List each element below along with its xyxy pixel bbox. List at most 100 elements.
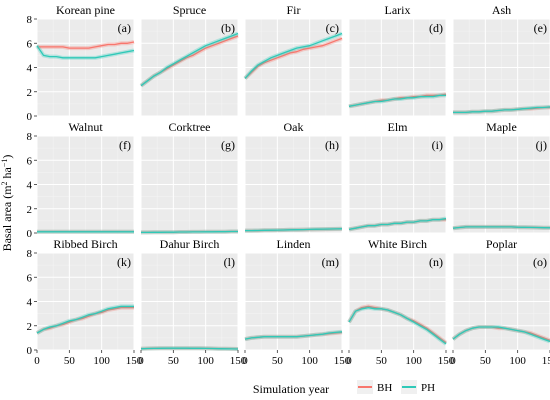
x-tick-label: 0 [34, 355, 40, 367]
series-line-ph [140, 32, 239, 87]
panel-11: Ribbed Birch(k) 0 2 4 6 8 0 50 100 150 [27, 237, 143, 367]
series-line-ph [140, 347, 239, 350]
panel-title: Elm [388, 120, 409, 134]
y-tick-label: 0 [27, 111, 33, 123]
panel-letter: (j) [536, 138, 547, 152]
y-tick-label: 2 [27, 87, 33, 99]
x-tick-label: 50 [272, 355, 284, 367]
series-line-ph [348, 306, 447, 345]
panel-letter: (g) [221, 138, 235, 152]
panel-9: Elm (i) [348, 120, 447, 234]
x-tick-label: 50 [480, 355, 492, 367]
panel-letter: (d) [429, 21, 443, 35]
x-tick-label: 100 [405, 355, 422, 367]
panel-7: Corktree (g) [140, 120, 239, 235]
panel-13: Linden (m) 0 50 100 150 [242, 237, 351, 367]
series-line-ph [348, 94, 446, 107]
panel-letter: (e) [534, 21, 547, 35]
panel-letter: (f) [119, 138, 131, 152]
panel-letter: (a) [118, 21, 131, 35]
panel-4: Larix (d) [348, 3, 447, 117]
panel-title: Spruce [173, 3, 206, 17]
panel-title: Dahur Birch [160, 237, 220, 251]
x-tick-label: 0 [138, 355, 144, 367]
panel-14: White Birch(n) 0 50 100 150 [346, 237, 455, 367]
x-tick-label: 100 [509, 355, 526, 367]
panel-title: Ash [492, 3, 511, 17]
panel-letter: (c) [326, 21, 339, 35]
panel-6: Walnut (f) 0 2 4 6 8 [27, 120, 135, 240]
series-line-ph [36, 45, 135, 59]
series-line-ph [141, 230, 238, 234]
legend-label: PH [421, 382, 435, 394]
legend-item-bh: BH [357, 380, 392, 394]
x-tick-label: 150 [438, 355, 455, 367]
y-tick-label: 6 [27, 272, 33, 284]
y-tick-label: 0 [27, 345, 33, 357]
panel-title: Walnut [68, 120, 103, 134]
legend-item-ph: PH [401, 380, 435, 394]
panels-layer: Korean pine(a) 0 2 4 6 8 Spruce (b) Fir (c) Larix (… [27, 3, 550, 367]
panel-letter: (b) [221, 21, 235, 35]
panel-title: Poplar [486, 237, 517, 251]
panel-10: Maple (j) [452, 120, 550, 234]
series-line-bh [37, 41, 135, 49]
series-line-ph [244, 32, 343, 79]
panel-letter: (m) [322, 255, 339, 269]
y-tick-label: 4 [27, 180, 33, 192]
series-line-ph [36, 305, 134, 334]
panel-title: Fir [286, 3, 300, 17]
series-line-bh [244, 37, 343, 79]
panel-title: Korean pine [56, 3, 115, 17]
legend: BH PH [357, 380, 435, 394]
y-tick-label: 4 [27, 297, 33, 309]
panel-letter: (o) [533, 255, 547, 269]
panel-12: Dahur Birch (l) 0 50 100 150 [138, 237, 247, 367]
panel-5: Ash (e) [452, 3, 550, 117]
x-tick-label: 150 [542, 355, 550, 367]
x-tick-label: 100 [93, 355, 110, 367]
panel-letter: (k) [117, 255, 131, 269]
x-tick-label: 150 [126, 355, 143, 367]
panel-2: Spruce (b) [139, 3, 239, 117]
panel-letter: (h) [325, 138, 339, 152]
x-tick-label: 50 [64, 355, 75, 367]
panel-letter: (l) [224, 255, 235, 269]
series-line-ph [452, 326, 550, 343]
panel-1: Korean pine(a) 0 2 4 6 8 [27, 3, 135, 123]
x-tick-label: 0 [346, 355, 352, 367]
legend-label: BH [377, 382, 392, 394]
panel-3: Fir (c) [243, 3, 343, 117]
series-line-ph [453, 106, 550, 114]
x-tick-label: 100 [197, 355, 214, 367]
panel-title: Ribbed Birch [53, 237, 117, 251]
panel-title: Oak [284, 120, 304, 134]
y-tick-label: 6 [27, 155, 33, 167]
panel-title: Linden [277, 237, 311, 251]
y-tick-label: 2 [27, 204, 33, 216]
y-tick-label: 6 [27, 38, 33, 50]
x-tick-label: 100 [301, 355, 318, 367]
y-tick-label: 2 [27, 321, 33, 333]
series-line-ph [244, 331, 343, 340]
panel-title: White Birch [368, 237, 427, 251]
y-tick-label: 8 [27, 131, 33, 143]
x-axis-label: Simulation year [253, 382, 329, 396]
y-tick-label: 8 [27, 14, 33, 26]
panel-15: Poplar (o) 0 50 100 150 [450, 237, 550, 367]
x-tick-label: 150 [230, 355, 247, 367]
y-tick-label: 8 [27, 248, 33, 260]
y-axis-label: Basal area (m2 ha−1) [0, 155, 14, 252]
x-tick-label: 50 [168, 355, 180, 367]
series-line-ph [348, 217, 447, 231]
panel-title: Corktree [169, 120, 211, 134]
panel-title: Larix [385, 3, 411, 17]
y-tick-label: 4 [27, 63, 33, 75]
series-line-ph [245, 228, 343, 232]
x-tick-label: 0 [242, 355, 248, 367]
x-tick-label: 50 [376, 355, 388, 367]
y-tick-label: 0 [27, 228, 33, 240]
x-tick-label: 150 [334, 355, 351, 367]
x-tick-label: 0 [450, 355, 456, 367]
